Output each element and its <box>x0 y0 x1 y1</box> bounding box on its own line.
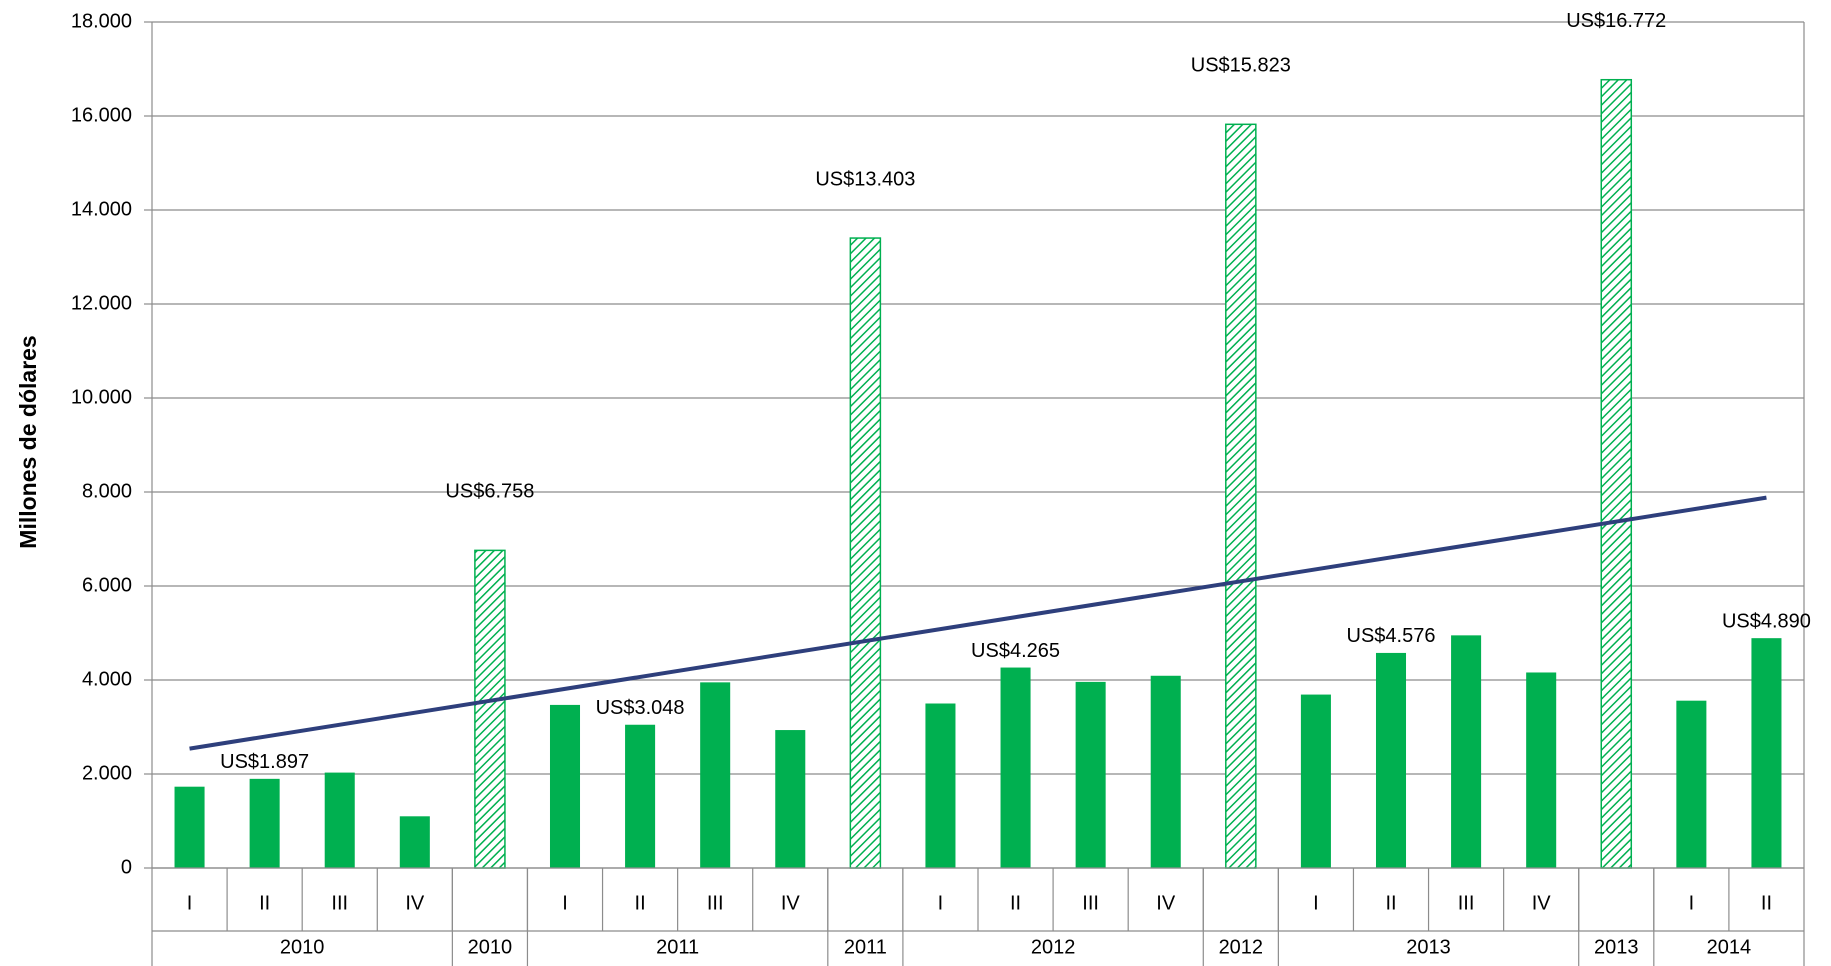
x-tick-label: II <box>1385 892 1396 914</box>
bar <box>1375 652 1407 868</box>
bar <box>249 778 280 868</box>
data-label: US$3.048 <box>596 697 685 719</box>
y-tick-label: 6.000 <box>82 574 132 596</box>
bar <box>849 237 882 869</box>
data-label: US$1.897 <box>220 751 309 773</box>
bar <box>1150 675 1181 868</box>
x-tick-label: I <box>187 892 193 914</box>
data-label: US$6.758 <box>445 481 534 503</box>
x-tick-label: II <box>1010 892 1021 914</box>
bar <box>1526 672 1557 868</box>
y-tick-label: 10.000 <box>71 386 132 408</box>
data-label: US$13.403 <box>815 168 915 190</box>
y-tick-label: 8.000 <box>82 480 132 502</box>
trendline <box>189 495 1767 751</box>
x-tick-label: III <box>331 892 348 914</box>
group-label: 2014 <box>1707 936 1752 958</box>
bar <box>399 816 430 868</box>
data-label: US$16.772 <box>1566 10 1666 32</box>
group-label: 2010 <box>468 936 513 958</box>
x-tick-label: I <box>938 892 944 914</box>
x-tick-label: I <box>1689 892 1695 914</box>
bar <box>1225 123 1257 869</box>
y-tick-label: 18.000 <box>71 10 132 32</box>
group-label: 2013 <box>1594 936 1639 958</box>
bar <box>1075 681 1106 868</box>
x-tick-label: I <box>1313 892 1319 914</box>
bar <box>549 704 581 868</box>
x-tick-label: IV <box>1156 892 1176 914</box>
y-axis-label: Millones de dólares <box>15 335 41 548</box>
data-label: US$4.265 <box>971 640 1060 662</box>
y-tick-label: 14.000 <box>71 198 132 220</box>
x-tick-label: II <box>1761 892 1772 914</box>
data-label: US$4.890 <box>1722 610 1811 632</box>
x-tick-label: III <box>707 892 724 914</box>
group-label: 2010 <box>280 936 325 958</box>
bar <box>625 724 656 868</box>
bar <box>1451 635 1482 868</box>
x-tick-label: IV <box>405 892 425 914</box>
bar <box>925 703 956 868</box>
group-label: 2011 <box>844 936 887 958</box>
x-tick-label: IV <box>781 892 801 914</box>
y-tick-label: 16.000 <box>71 104 132 126</box>
bar <box>700 682 731 868</box>
y-tick-label: 0 <box>121 856 132 878</box>
group-label: 2011 <box>656 936 699 958</box>
data-label: US$15.823 <box>1191 55 1291 77</box>
x-tick-label: II <box>259 892 270 914</box>
group-label: 2013 <box>1406 936 1451 958</box>
x-tick-label: I <box>562 892 568 914</box>
bar <box>1751 638 1782 868</box>
data-label: US$4.576 <box>1347 625 1436 647</box>
x-tick-label: III <box>1082 892 1099 914</box>
bar <box>1600 78 1633 869</box>
bar <box>1676 700 1707 868</box>
x-tick-label: III <box>1458 892 1475 914</box>
bar <box>324 772 355 868</box>
group-label: 2012 <box>1219 936 1264 958</box>
y-tick-label: 4.000 <box>82 668 132 690</box>
bar <box>474 549 506 869</box>
x-tick-label: II <box>635 892 646 914</box>
group-label: 2012 <box>1031 936 1076 958</box>
x-tick-label: IV <box>1532 892 1552 914</box>
bar <box>1300 694 1331 868</box>
bar <box>174 786 205 868</box>
bar <box>1000 667 1031 868</box>
y-tick-label: 2.000 <box>82 762 132 784</box>
bar <box>775 730 806 868</box>
y-tick-label: 12.000 <box>71 292 132 314</box>
